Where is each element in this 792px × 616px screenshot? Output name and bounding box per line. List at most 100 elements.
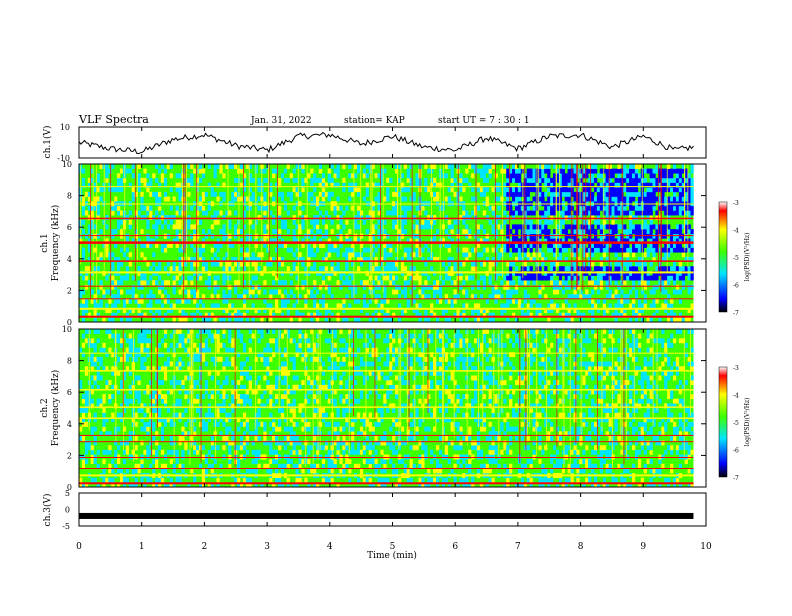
spectrogram-cell bbox=[401, 206, 404, 211]
spectrogram-cell bbox=[111, 478, 114, 483]
spectrogram-streak bbox=[603, 164, 604, 246]
spectrogram-cell bbox=[319, 169, 322, 174]
spectrogram-cell bbox=[132, 285, 135, 290]
spectrogram-cell bbox=[176, 380, 179, 385]
spectrogram-cell bbox=[682, 280, 685, 285]
spectrogram-cell bbox=[149, 215, 152, 220]
spectrogram-cell bbox=[190, 206, 193, 211]
start-time-label: start UT = 7 : 30 : 1 bbox=[438, 116, 530, 126]
spectrogram-cell bbox=[609, 290, 612, 295]
spectrogram-streak bbox=[261, 164, 262, 266]
spectrogram-cell bbox=[313, 252, 316, 257]
spectrogram-cell bbox=[366, 187, 369, 192]
spectrogram-cell bbox=[357, 399, 360, 404]
spectrogram-cell bbox=[647, 234, 650, 239]
spectrogram-cell bbox=[439, 299, 442, 304]
spectrogram-cell bbox=[606, 266, 609, 271]
spectrogram-cell bbox=[623, 187, 626, 192]
spectrogram-cell bbox=[266, 399, 269, 404]
spectrogram-cell bbox=[173, 303, 176, 308]
spectrogram-cell bbox=[366, 215, 369, 220]
spectrogram-cell bbox=[293, 206, 296, 211]
spectrogram-cell bbox=[161, 436, 164, 441]
spectrogram-cell bbox=[363, 285, 366, 290]
spectrogram-cell bbox=[269, 211, 272, 216]
spectrogram-cell bbox=[228, 338, 231, 343]
spectrogram-cell bbox=[325, 224, 328, 229]
spectrogram-cell bbox=[547, 229, 550, 234]
spectrogram-cell bbox=[325, 285, 328, 290]
spectrogram-cell bbox=[255, 455, 258, 460]
spectrogram-cell bbox=[512, 224, 515, 229]
spectrogram-cell bbox=[679, 224, 682, 229]
spectrogram-cell bbox=[88, 445, 91, 450]
spectrogram-cell bbox=[389, 178, 392, 183]
spectrogram-cell bbox=[416, 220, 419, 225]
spectrogram-cell bbox=[418, 290, 421, 295]
spectrogram-cell bbox=[202, 197, 205, 202]
spectrogram-cell bbox=[120, 276, 123, 281]
spectrogram-cell bbox=[202, 427, 205, 432]
spectrogram-cell bbox=[459, 215, 462, 220]
spectrogram-cell bbox=[179, 338, 182, 343]
spectrogram-cell bbox=[512, 290, 515, 295]
spectrogram-cell bbox=[313, 299, 316, 304]
spectrogram-cell bbox=[521, 303, 524, 308]
spectrogram-cell bbox=[629, 276, 632, 281]
spectrogram-cell bbox=[129, 436, 132, 441]
spectrogram-cell bbox=[269, 445, 272, 450]
spectrogram-cell bbox=[193, 450, 196, 455]
spectrogram-cell bbox=[445, 173, 448, 178]
spectrogram-cell bbox=[272, 338, 275, 343]
spectrogram-cell bbox=[170, 450, 173, 455]
spectrogram-cell bbox=[433, 234, 436, 239]
spectrogram-cell bbox=[553, 280, 556, 285]
spectrogram-cell bbox=[530, 266, 533, 271]
spectrogram-cell bbox=[606, 248, 609, 253]
spectrogram-cell bbox=[205, 380, 208, 385]
spectrogram-cell bbox=[664, 303, 667, 308]
spectrogram-cell bbox=[407, 252, 410, 257]
spectrogram-cell bbox=[91, 357, 94, 362]
spectrogram-cell bbox=[278, 262, 281, 267]
spectrogram-cell bbox=[263, 348, 266, 353]
spectrogram-cell bbox=[85, 399, 88, 404]
spectrogram-cell bbox=[152, 394, 155, 399]
spectrogram-cell bbox=[500, 224, 503, 229]
spectrogram-cell bbox=[85, 394, 88, 399]
spectrogram-cell bbox=[360, 468, 363, 473]
spectrogram-cell bbox=[647, 211, 650, 216]
spectrogram-cell bbox=[258, 266, 261, 271]
spectrogram-cell bbox=[518, 169, 521, 174]
spectrogram-cell bbox=[152, 408, 155, 413]
spectrogram-cell bbox=[252, 252, 255, 257]
spectrogram-cell bbox=[97, 450, 100, 455]
spectrogram-cell bbox=[176, 187, 179, 192]
spectrogram-cell bbox=[635, 206, 638, 211]
spectrogram-cell bbox=[632, 164, 635, 169]
spectrogram-cell bbox=[650, 206, 653, 211]
spectrogram-cell bbox=[222, 380, 225, 385]
spectrogram-cell bbox=[512, 211, 515, 216]
spectrogram-cell bbox=[301, 413, 304, 418]
spectrogram-cell bbox=[243, 455, 246, 460]
spectrogram-cell bbox=[650, 173, 653, 178]
spectrogram-cell bbox=[369, 427, 372, 432]
spectrogram-cell bbox=[512, 169, 515, 174]
spectrogram-cell bbox=[322, 173, 325, 178]
spectrogram-cell bbox=[676, 169, 679, 174]
spectrogram-cell bbox=[225, 436, 228, 441]
spectrogram-cell bbox=[299, 455, 302, 460]
spectrogram-streak bbox=[137, 164, 138, 263]
spectrogram-cell bbox=[603, 192, 606, 197]
spectrogram-cell bbox=[597, 206, 600, 211]
spectrogram-cell bbox=[597, 290, 600, 295]
spectrogram-cell bbox=[357, 164, 360, 169]
spectrogram-cell bbox=[234, 224, 237, 229]
spectrogram-cell bbox=[451, 169, 454, 174]
spectrogram-streak bbox=[622, 164, 623, 284]
spectrogram-cell bbox=[676, 206, 679, 211]
spectrogram-cell bbox=[617, 276, 620, 281]
spectrogram-cell bbox=[217, 303, 220, 308]
spectrogram-cell bbox=[126, 290, 129, 295]
